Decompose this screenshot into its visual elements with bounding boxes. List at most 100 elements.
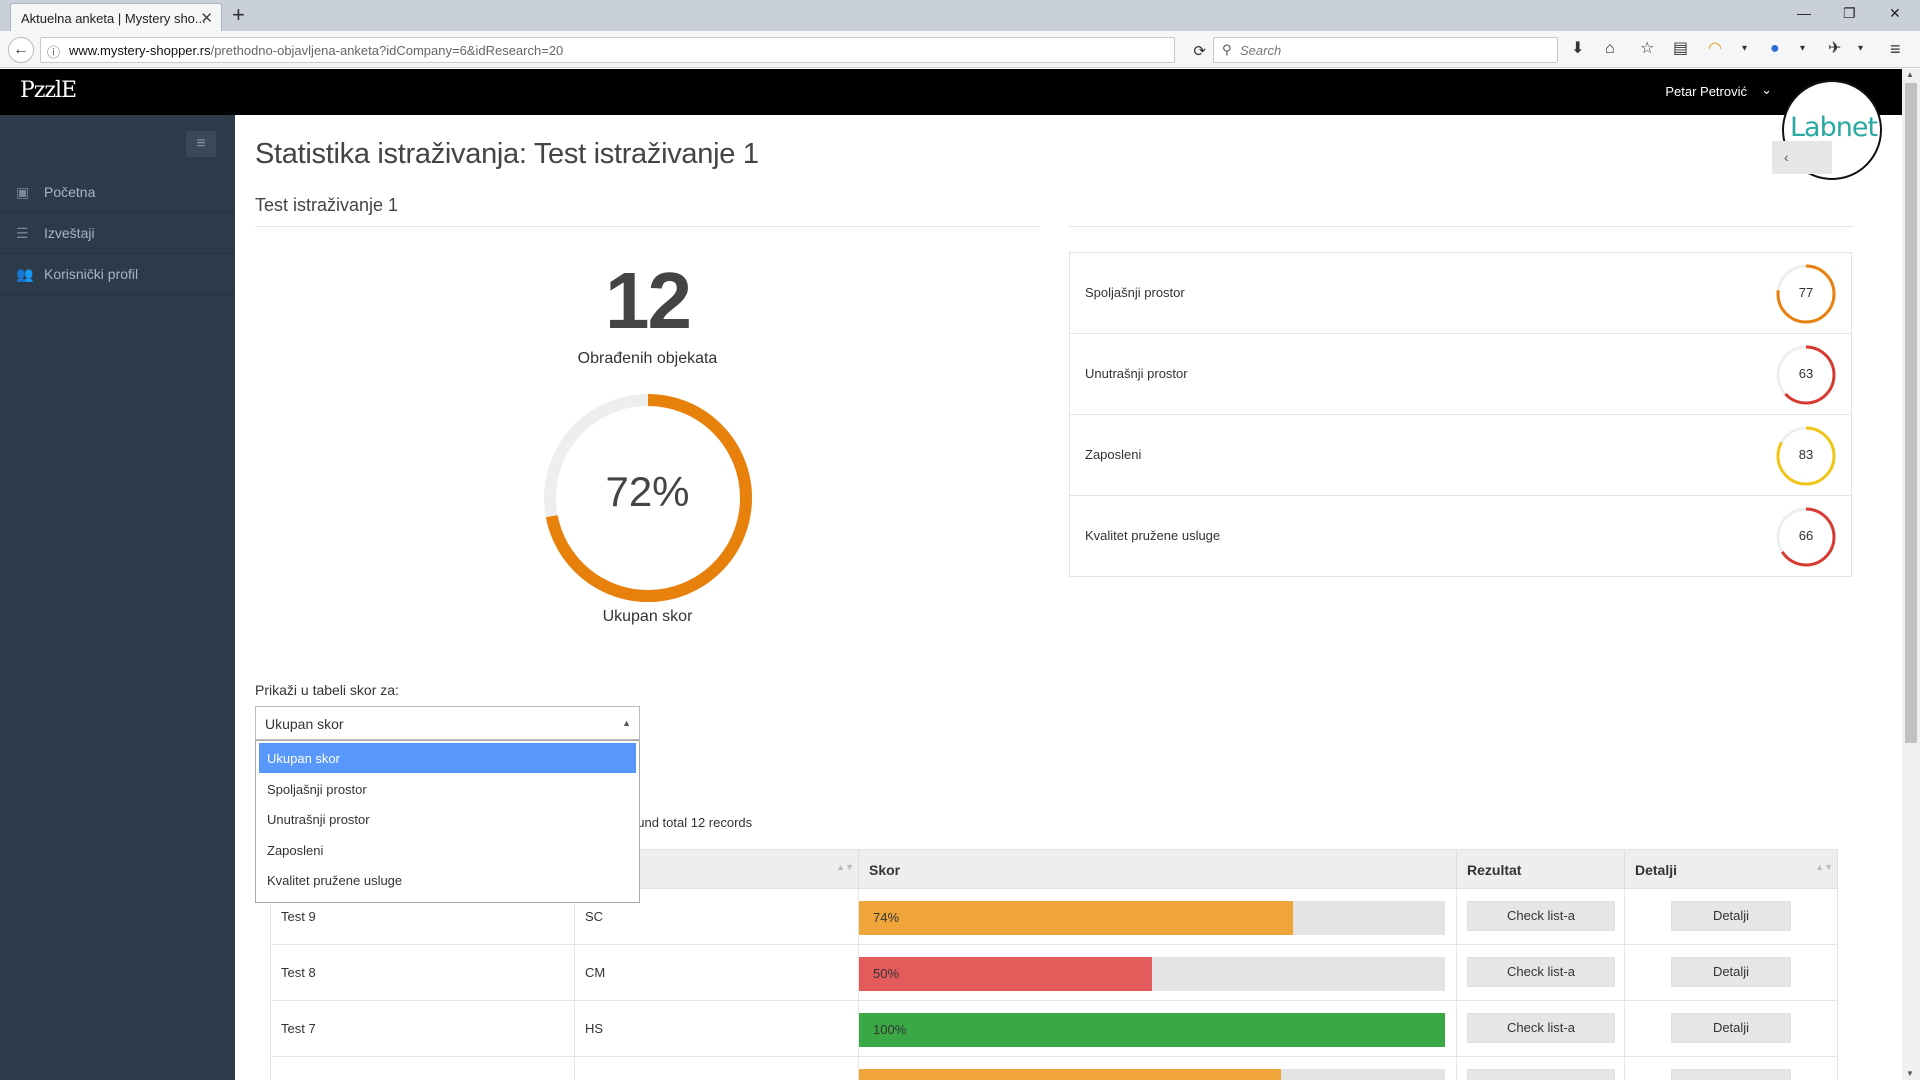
scroll-up-icon[interactable]: ▲ [1906, 70, 1914, 79]
category-row: Kvalitet pružene usluge 66 [1070, 496, 1851, 577]
category-row: Unutrašnji prostor 63 [1070, 334, 1851, 415]
back-button[interactable]: ‹ [1772, 141, 1832, 174]
dropdown-option[interactable]: Ukupan skor [259, 743, 636, 773]
partner-logo-text: Labnet [1790, 112, 1878, 143]
hamburger-menu-icon[interactable]: ≡ [1890, 39, 1901, 59]
address-bar[interactable]: ⓘ www.mystery-shopper.rs/prethodno-objav… [40, 37, 1206, 63]
bookmark-star-icon[interactable]: ☆ [1640, 40, 1655, 57]
scroll-down-icon[interactable]: ▼ [1906, 1069, 1914, 1078]
result-cell [1457, 945, 1625, 1000]
column-header[interactable]: Skor [859, 850, 1457, 888]
details-button[interactable] [1671, 1069, 1791, 1080]
sidebar-item-korisnicki-profil[interactable]: 👥 Korisnički profil [0, 254, 235, 295]
table-row: Test 8 CM 50% Check list-a Detalji [270, 945, 1838, 1001]
browser-tab-bar: Aktuelna anketa | Mystery sho... ✕ + — ❐… [0, 0, 1920, 31]
column-header[interactable]: Detalji ▲▼ [1625, 850, 1837, 888]
category-score: 83 [1798, 447, 1814, 462]
sidebar-item-pocetna[interactable]: ▣ Početna [0, 172, 235, 213]
back-arrow-icon[interactable]: ← [8, 37, 34, 63]
score-bar: 50% [859, 957, 1445, 991]
close-window-icon[interactable]: ✕ [1889, 5, 1901, 21]
sidebar-item-izvestaji[interactable]: ☰ Izveštaji [0, 213, 235, 254]
rainbow-extension-icon[interactable]: ◠ [1708, 40, 1722, 57]
restore-window-icon[interactable]: ❐ [1843, 5, 1856, 21]
minimize-window-icon[interactable]: — [1797, 5, 1811, 21]
column-header[interactable]: Rezultat [1457, 850, 1625, 888]
score-bar-fill [859, 901, 1293, 935]
category-name: Zaposleni [1085, 447, 1142, 462]
reading-list-icon[interactable]: ▤ [1673, 40, 1689, 57]
briefcase-icon: ▣ [16, 184, 30, 200]
category-score: 66 [1798, 528, 1814, 543]
score-cell [859, 945, 1457, 1000]
score-bar: 100% [859, 1013, 1445, 1047]
category-gauge [1776, 426, 1836, 486]
browser-tab[interactable]: Aktuelna anketa | Mystery sho... ✕ [10, 3, 222, 31]
category-name: Unutrašnji prostor [1085, 366, 1188, 381]
page-scrollbar[interactable]: ▲ ▼ [1902, 69, 1920, 1080]
column-header-label: Detalji [1635, 862, 1678, 878]
select-value: Ukupan skor [265, 716, 344, 732]
extension-icon[interactable]: ● [1770, 40, 1780, 57]
object-name: Test 8 [271, 945, 575, 1000]
details-button[interactable]: Detalji [1671, 1013, 1791, 1043]
user-name[interactable]: Petar Petrović [1665, 84, 1747, 99]
chevron-down-icon[interactable]: ⌄ [1761, 82, 1772, 97]
app-top-bar: PzzlE Petar Petrović ⌄ [0, 69, 1902, 115]
reload-icon[interactable]: ⟳ [1193, 43, 1206, 60]
checklist-button[interactable]: Check list-a [1467, 1013, 1615, 1043]
score-filter-select[interactable]: Ukupan skor ▲ [255, 706, 640, 740]
score-text: 50% [873, 966, 900, 981]
category-scores-panel: Spoljašnji prostor 77 Unutrašnji prostor… [1069, 252, 1852, 577]
addon-icon[interactable]: ✈ [1828, 40, 1842, 57]
score-text: 74% [873, 910, 900, 925]
home-icon[interactable]: ⌂ [1605, 40, 1615, 57]
details-button[interactable]: Detalji [1671, 901, 1791, 931]
object-name: Test 7 [271, 1001, 575, 1056]
sidebar-item-label: Izveštaji [44, 225, 95, 241]
browser-search-input[interactable]: ⚲ Search [1213, 37, 1558, 63]
browser-nav-bar: ← ⓘ www.mystery-shopper.rs/prethodno-obj… [0, 31, 1920, 68]
search-placeholder: Search [1240, 43, 1282, 58]
dropdown-option[interactable]: Zaposleni [267, 843, 324, 858]
checklist-button[interactable] [1467, 1069, 1615, 1080]
chevron-down-icon[interactable]: ▾ [1800, 43, 1806, 54]
dropdown-option[interactable]: Unutrašnji prostor [267, 812, 370, 827]
total-score-label: Ukupan skor [602, 608, 693, 625]
object-code: HS [575, 1001, 859, 1056]
chevron-down-icon[interactable]: ▾ [1742, 43, 1748, 54]
score-bar-fill [859, 1013, 1445, 1047]
sidebar-item-label: Početna [44, 184, 96, 200]
category-row: Spoljašnji prostor 77 [1070, 253, 1851, 334]
score-text: 100% [873, 1022, 907, 1037]
object-name [271, 1057, 575, 1080]
checklist-button[interactable]: Check list-a [1467, 957, 1615, 987]
close-tab-icon[interactable]: ✕ [200, 10, 213, 27]
download-icon[interactable]: ⬇ [1571, 40, 1585, 57]
object-name: Test 9 [271, 889, 575, 944]
dropdown-option[interactable]: Spoljašnji prostor [267, 782, 367, 797]
dropdown-option[interactable]: Kvalitet pružene usluge [267, 873, 403, 888]
chevron-down-icon[interactable]: ▾ [1858, 43, 1864, 54]
details-button[interactable]: Detalji [1671, 957, 1791, 987]
search-icon: ⚲ [1222, 42, 1232, 57]
info-icon[interactable]: ⓘ [47, 45, 61, 60]
score-filter-dropdown: Ukupan skor Spoljašnji prostor Unutrašnj… [255, 740, 640, 903]
object-code [575, 1057, 859, 1080]
object-code: SC [575, 889, 859, 944]
object-code: CM [575, 945, 859, 1000]
total-score-value: 72% [605, 468, 690, 515]
category-gauge [1776, 264, 1836, 324]
sort-icon: ▲▼ [836, 862, 854, 872]
page-title: Statistika istraživanja: Test istraživan… [255, 138, 759, 170]
score-bar: 74% [859, 901, 1445, 935]
divider [1069, 226, 1854, 227]
new-tab-icon[interactable]: + [232, 2, 245, 27]
app-logo[interactable]: PzzlE [20, 78, 77, 103]
category-score: 63 [1798, 366, 1814, 381]
scrollbar-thumb[interactable] [1905, 83, 1917, 743]
category-name: Spoljašnji prostor [1085, 285, 1185, 300]
checklist-button[interactable]: Check list-a [1467, 901, 1615, 931]
sidebar-toggle-icon[interactable]: ≡ [186, 131, 216, 157]
score-bar-fill [859, 1069, 1281, 1080]
